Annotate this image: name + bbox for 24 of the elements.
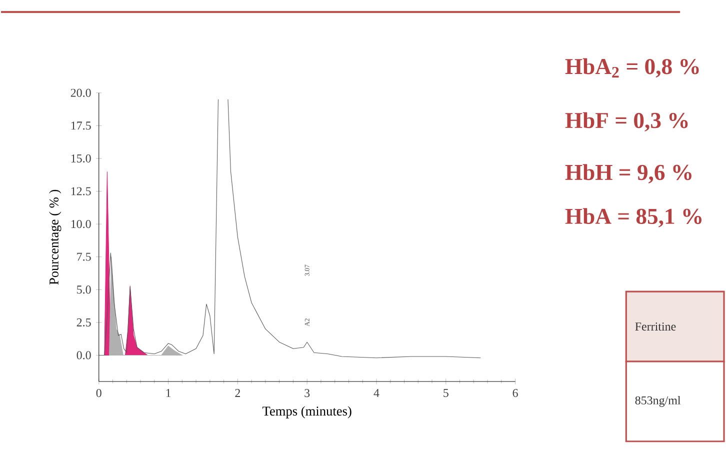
y-tick-label: 15.0 (71, 154, 91, 162)
text: HbH = 9,6 % (565, 164, 692, 184)
y-tick-label: 10.0 (71, 220, 91, 228)
text: Ferritine (635, 322, 676, 330)
y-axis-title: Pourcentage ( % ) (49, 190, 62, 284)
y-tick-label: 12.5 (71, 187, 91, 196)
y-tick-label: 20.0 (70, 88, 91, 97)
x-tick-label: 0 (96, 388, 102, 397)
y-tick-label: 2.5 (76, 318, 91, 326)
x-tick-label: 1 (166, 388, 171, 397)
x-tick-label: 3 (304, 388, 310, 397)
text: HbF = 0,3 % (565, 112, 688, 132)
y-tick-label: 7.5 (77, 252, 91, 261)
y-tick-label: 0.0 (76, 350, 91, 360)
x-tick-label: 4 (374, 388, 380, 397)
x-tick-label: 6 (512, 388, 518, 397)
text: HbA$_{2}$ = 0,8 % (565, 58, 699, 78)
x-tick-label: 2 (235, 388, 240, 397)
y-tick-label: 17.5 (71, 121, 91, 130)
x-tick-label: 5 (444, 388, 448, 397)
text: HbA = 85,1 % (565, 208, 702, 228)
text: 853ng/ml (635, 396, 681, 407)
x-axis-title: Temps (minutes) (262, 406, 352, 418)
y-tick-label: 5.0 (77, 285, 91, 294)
